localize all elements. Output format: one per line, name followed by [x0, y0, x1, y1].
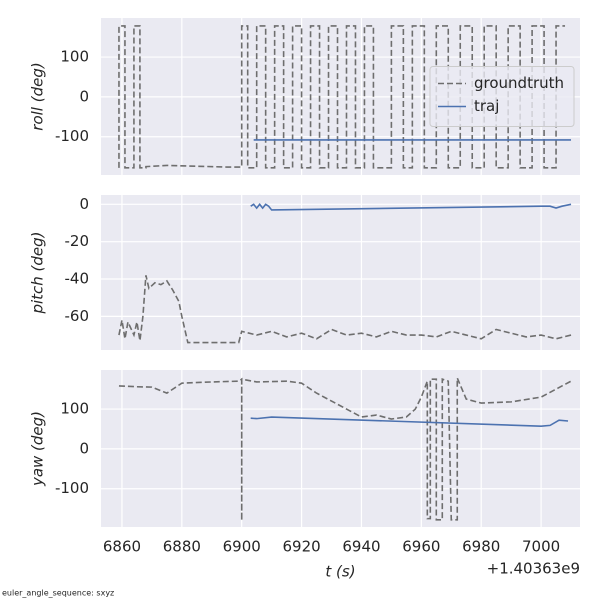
- y-axis-label: pitch (deg): [29, 231, 47, 314]
- x-tick-label: 6960: [402, 538, 440, 556]
- legend-box: [429, 66, 575, 127]
- x-tick-label: 6940: [342, 538, 380, 556]
- y-axis-label: yaw (deg): [29, 411, 47, 487]
- legend-label: traj: [474, 97, 499, 115]
- legend-label: groundtruth: [474, 74, 564, 92]
- series-line: [250, 203, 572, 211]
- y-tick-label: -100: [55, 479, 89, 497]
- series-line: [118, 25, 566, 169]
- y-tick-label: 0: [79, 195, 89, 213]
- series-line: [118, 377, 572, 521]
- x-tick-label: 6860: [103, 538, 141, 556]
- y-axis-label: roll (deg): [29, 62, 47, 130]
- x-tick-label: 6920: [282, 538, 320, 556]
- x-offset: +1.40363e9: [487, 560, 580, 578]
- y-tick-label: -100: [55, 127, 89, 145]
- series-line: [250, 416, 569, 427]
- footer: euler_angle_sequence: sxyz: [2, 589, 114, 598]
- x-tick-label: 6880: [163, 538, 201, 556]
- y-tick-label: 100: [60, 48, 89, 66]
- x-tick-label: 6900: [223, 538, 261, 556]
- y-tick-label: -40: [65, 270, 90, 288]
- series-line: [118, 275, 572, 344]
- y-tick-label: -20: [65, 232, 90, 250]
- x-tick-label: 7000: [522, 538, 560, 556]
- y-tick-label: 0: [79, 439, 89, 457]
- plot-area: [101, 195, 580, 350]
- y-tick-label: 0: [79, 87, 89, 105]
- y-tick-label: -60: [65, 307, 90, 325]
- x-tick-label: 6980: [462, 538, 500, 556]
- y-tick-label: 100: [60, 400, 89, 418]
- x-axis-label: t (s): [325, 563, 355, 581]
